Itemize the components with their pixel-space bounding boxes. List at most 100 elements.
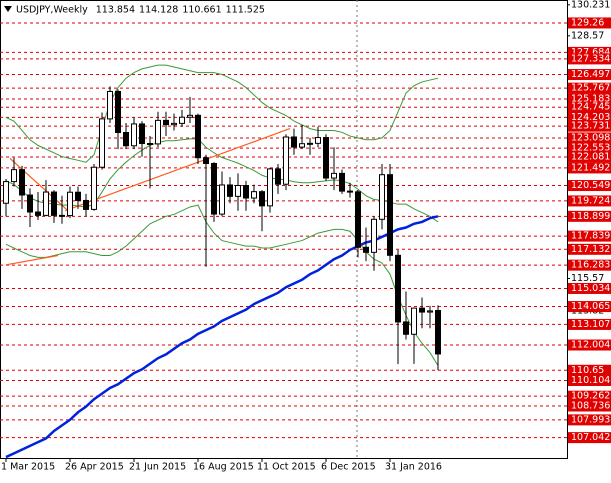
level-label: 119.724: [571, 195, 610, 206]
candle-body: [307, 142, 313, 145]
candle-body: [275, 168, 281, 185]
level-label-box: [568, 210, 611, 222]
level-label-box: [568, 339, 611, 351]
level-label-box: [568, 400, 611, 412]
level-label: 127.684: [571, 47, 610, 58]
candle-body: [179, 116, 185, 124]
candle-body: [371, 218, 377, 253]
level-label: 108.736: [571, 401, 610, 412]
chart-title: USDJPY,Weekly: [16, 5, 88, 16]
axis-layer: 1 Mar 2015 26 Apr 2015 21 Jun 2015 16 Aug 2…: [1, 0, 611, 473]
y-tick-label: 128.57: [571, 30, 604, 41]
candle-body: [99, 118, 105, 168]
candle-body: [131, 123, 137, 147]
level-label: 126.497: [571, 69, 610, 80]
candle-body: [299, 143, 305, 148]
level-label-box: [568, 162, 611, 174]
candle-body: [147, 143, 153, 146]
candle-body: [283, 136, 289, 185]
level-label-box: [568, 390, 611, 402]
level-label-box: [568, 318, 611, 330]
level-label: 117.132: [571, 244, 610, 255]
level-label-box: [568, 46, 611, 58]
level-label: 122.081: [571, 151, 610, 162]
x-tick-label: 16 Aug 2015: [193, 462, 254, 473]
candle-body: [11, 169, 17, 183]
candle-body: [155, 119, 161, 145]
candle-body: [27, 194, 33, 213]
level-label-box: [568, 301, 611, 313]
candle-body: [43, 191, 49, 216]
level-label: 127.334: [571, 53, 610, 64]
candle-body: [91, 166, 97, 210]
level-label: 120.549: [571, 180, 610, 191]
candle-body: [323, 137, 329, 179]
candle-body: [35, 211, 41, 216]
header-value: 113.854: [96, 5, 135, 16]
candle-body: [115, 90, 121, 134]
y-tick-label: 115.57: [571, 273, 604, 284]
candle-body: [67, 191, 73, 217]
trendline: [9, 158, 69, 212]
candle-body: [395, 254, 401, 323]
level-label: 124.745: [571, 102, 610, 113]
header-value: 114.128: [139, 5, 178, 16]
level-label-box: [568, 195, 611, 207]
x-tick-label: 11 Oct 2015: [257, 462, 316, 473]
level-label: 129.26: [571, 17, 604, 28]
candle-body: [51, 191, 57, 216]
candle-body: [219, 184, 225, 215]
level-label-box: [568, 364, 611, 376]
candle-body: [211, 162, 217, 215]
level-label-box: [568, 151, 611, 163]
level-label-box: [568, 82, 611, 94]
y-tick-label: 130.231: [571, 0, 610, 10]
candle-body: [339, 172, 345, 192]
level-label-box: [568, 101, 611, 113]
candle-body: [3, 181, 9, 204]
candle-body: [75, 191, 81, 201]
level-label-box: [568, 93, 611, 105]
level-label: 109.262: [571, 391, 610, 402]
level-label: 107.042: [571, 432, 610, 443]
header-value: 111.525: [226, 5, 265, 16]
candle-body: [267, 168, 273, 207]
candle-body: [403, 321, 409, 335]
level-label: 118.899: [571, 211, 610, 222]
candle-body: [435, 309, 441, 355]
level-label-box: [568, 230, 611, 242]
level-label: 114.065: [571, 301, 610, 312]
level-label-box: [568, 111, 611, 123]
level-label-box: [568, 17, 611, 29]
level-label: 121.492: [571, 162, 610, 173]
candle-body: [123, 132, 129, 147]
candle-body: [171, 122, 177, 126]
level-label: 115.034: [571, 283, 610, 294]
candle-body: [331, 172, 337, 179]
candle-body: [259, 191, 265, 207]
level-label: 110.65: [571, 365, 604, 376]
level-label-box: [568, 132, 611, 144]
level-label: 123.098: [571, 132, 610, 143]
x-tick-label: 26 Apr 2015: [65, 462, 124, 473]
level-label-box: [568, 414, 611, 426]
trendline: [5, 254, 59, 266]
level-label-box: [568, 180, 611, 192]
bollinger-upper: [5, 64, 439, 163]
level-label: 117.839: [571, 231, 610, 242]
level-label-box: [568, 259, 611, 271]
level-label-box: [568, 432, 611, 444]
candle-body: [83, 199, 89, 210]
candle-body: [355, 191, 361, 248]
plot-layer: [0, 22, 567, 458]
x-tick-label: 21 Jun 2015: [129, 462, 186, 473]
header-value: 110.661: [182, 5, 221, 16]
trendline: [64, 128, 291, 212]
candle-body: [59, 214, 65, 217]
header: USDJPY,Weekly 113.854 114.128 110.661 111.5…: [16, 5, 265, 16]
candle-body: [243, 185, 249, 199]
candle-body: [411, 307, 417, 335]
candle-body: [379, 174, 385, 220]
level-label-box: [568, 282, 611, 294]
